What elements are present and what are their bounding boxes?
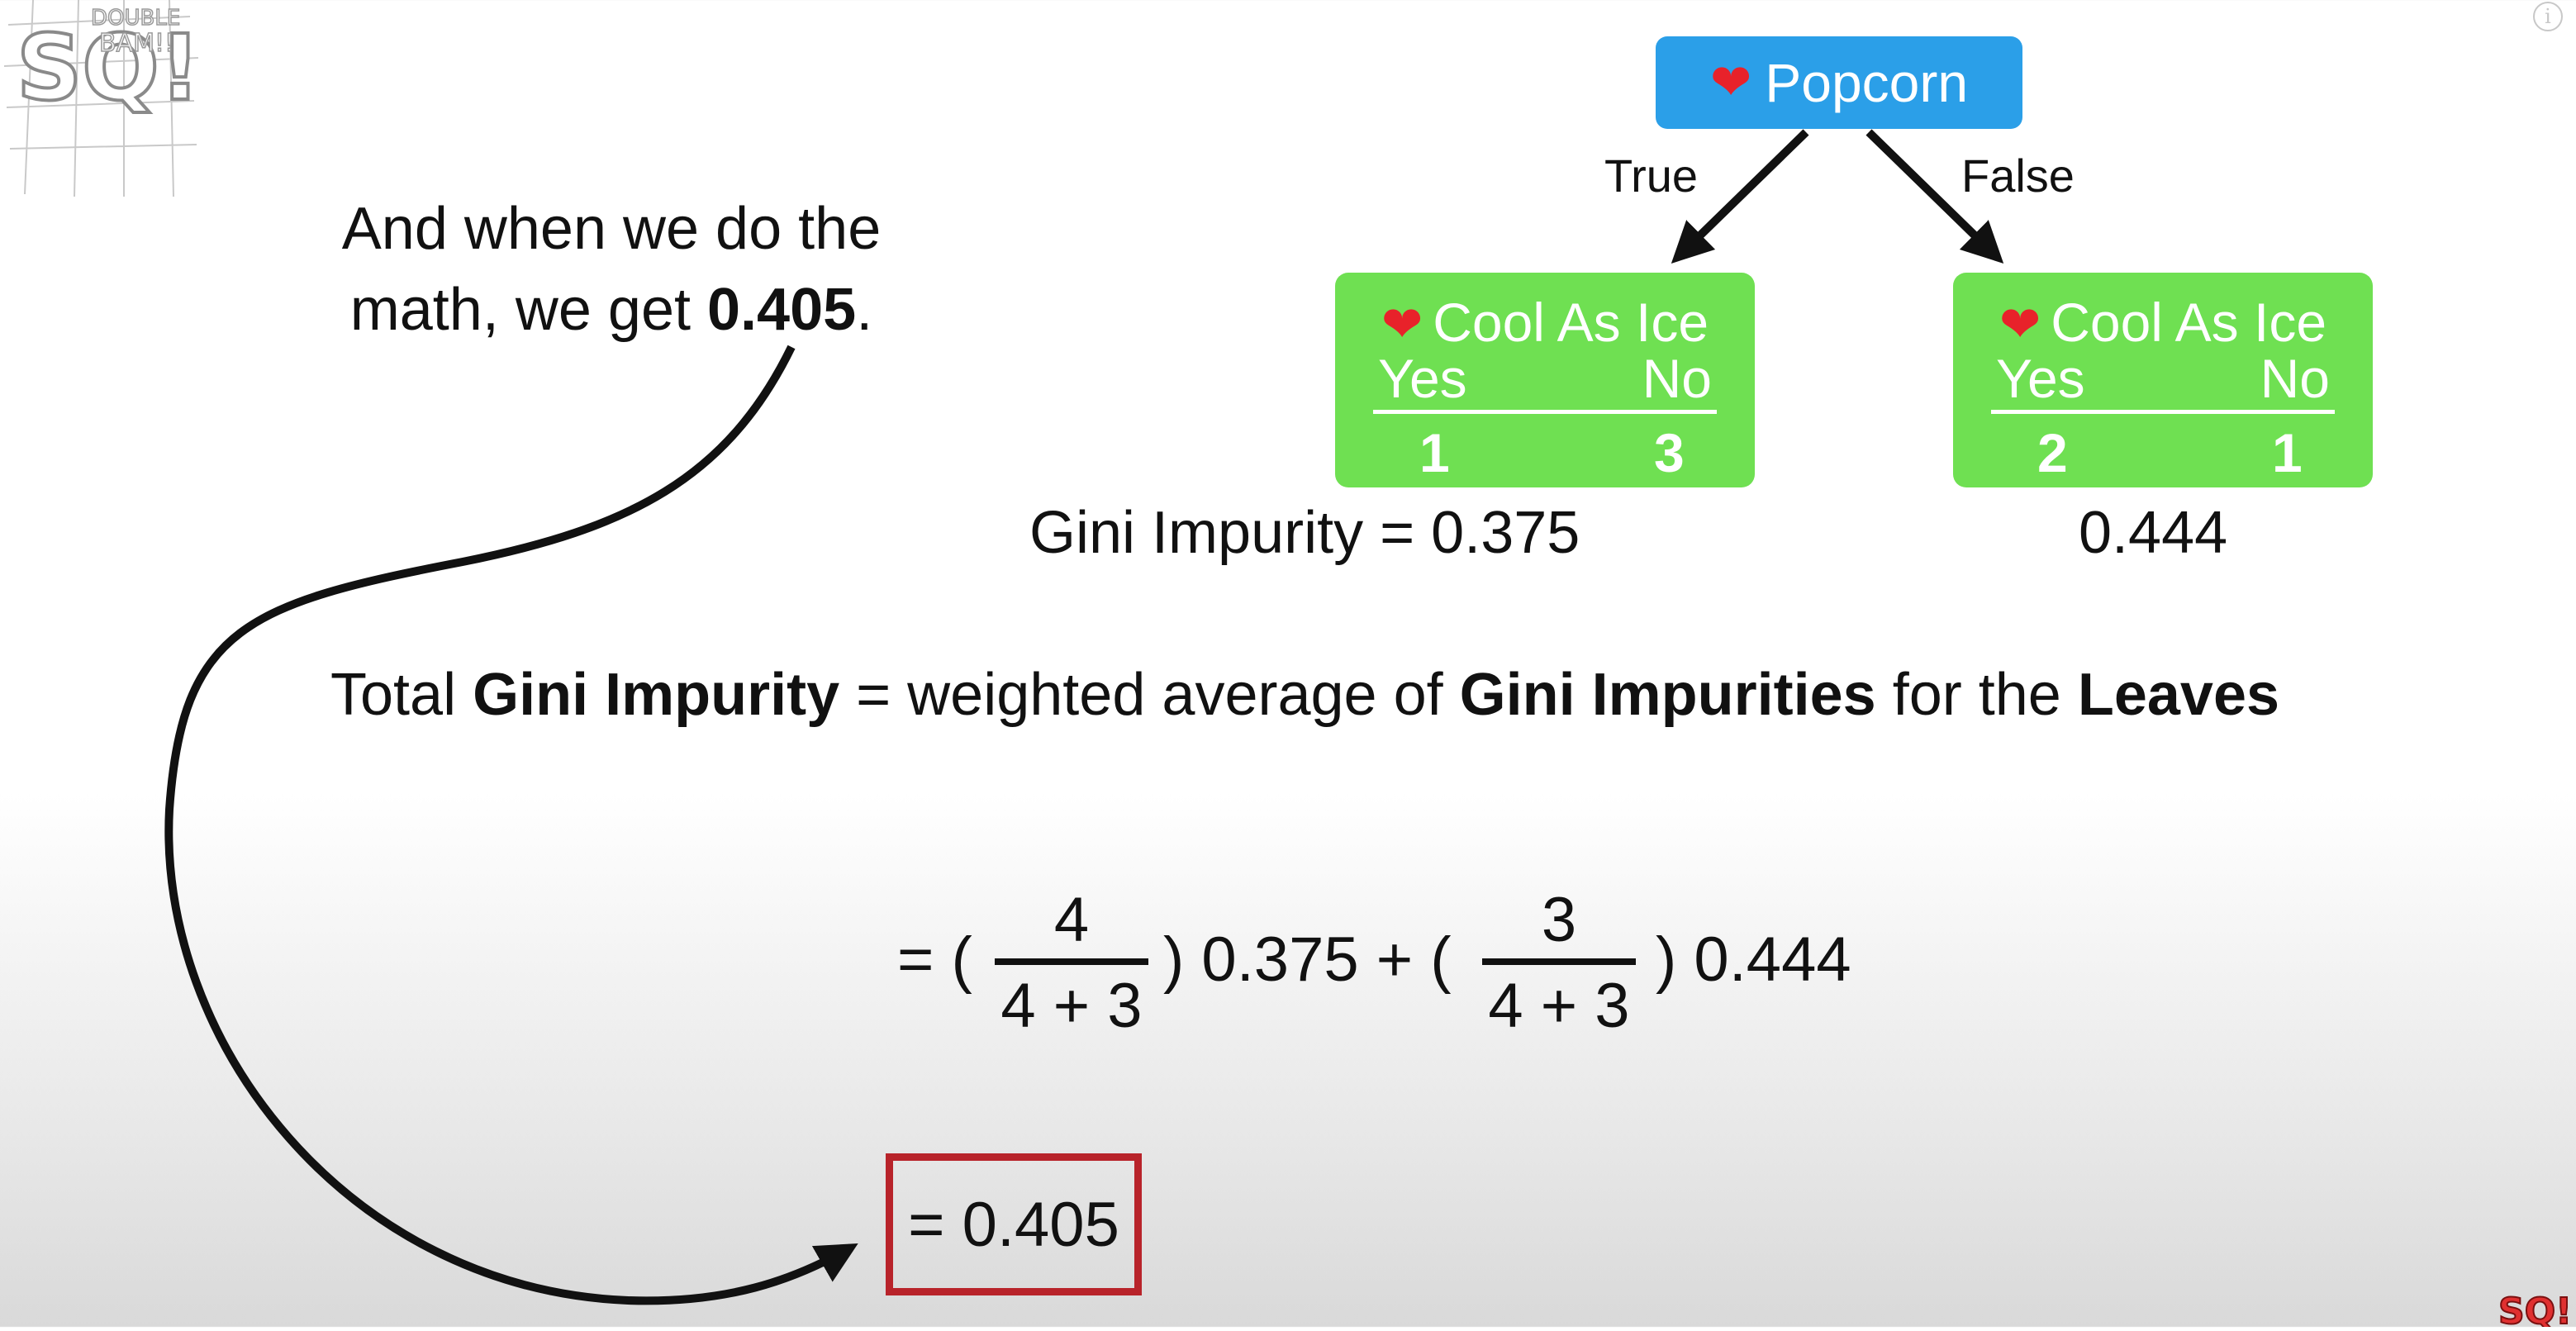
caption-line-2-prefix: math, we get [349, 277, 707, 343]
left-leaf-no-label: No [1642, 348, 1712, 409]
definition-line: Total Gini Impurity = weighted average o… [330, 661, 2479, 729]
left-leaf-title-row: ❤ Cool As Ice [1335, 291, 1755, 354]
right-leaf-yes-label: Yes [1996, 348, 2085, 409]
left-leaf-yes-count: 1 [1419, 422, 1450, 483]
fraction-1: 4 4 + 3 [993, 884, 1150, 1041]
left-leaf-title: Cool As Ice [1433, 292, 1709, 353]
caption-line-1: And when we do the [341, 196, 882, 262]
definition-part-3: for the [1875, 662, 2078, 728]
right-leaf-divider [1991, 410, 2335, 414]
equation-middle: ) 0.375 + ( [1163, 925, 1452, 995]
svg-text:BAM!!: BAM!! [99, 29, 174, 58]
equation-end: ) 0.444 [1656, 925, 1851, 995]
left-leaf-no-count: 3 [1654, 422, 1685, 483]
right-leaf-node: ❤ Cool As Ice Yes No 2 1 [1953, 273, 2373, 487]
true-label: True [1604, 150, 1699, 202]
fraction-1-denominator: 4 + 3 [1000, 971, 1143, 1041]
definition-part-2: = weighted average of [839, 662, 1460, 728]
fraction-1-bar [995, 958, 1148, 965]
curved-arrow [164, 345, 858, 1305]
left-leaf-gini: Gini Impurity = 0.375 [1029, 500, 1580, 566]
right-leaf-no-count: 1 [2272, 422, 2303, 483]
right-leaf-no-label: No [2260, 348, 2330, 409]
statquest-logo-small: SQ! [2493, 1286, 2573, 1331]
definition-bold-2: Gini Impurities [1459, 662, 1876, 728]
fraction-2-denominator: 4 + 3 [1488, 971, 1630, 1041]
svg-text:SQ!: SQ! [17, 15, 201, 121]
right-leaf-title-row: ❤ Cool As Ice [1953, 291, 2373, 354]
left-leaf-yes-label: Yes [1378, 348, 1467, 409]
svg-text:DOUBLE: DOUBLE [91, 6, 180, 31]
statquest-logo: SQ! DOUBLE BAM!! [0, 0, 207, 198]
definition-part-1: Total [330, 662, 473, 728]
info-icon[interactable]: i [2533, 2, 2563, 31]
caption-text: And when we do the math, we get 0.405. [281, 188, 942, 350]
fraction-2-bar [1482, 958, 1636, 965]
fraction-2-numerator: 3 [1541, 885, 1577, 955]
false-label: False [1961, 150, 2075, 202]
result-value: = 0.405 [908, 1189, 1119, 1260]
true-branch-arrow [1671, 129, 1809, 264]
caption-line-2: math, we get 0.405. [281, 269, 942, 350]
right-leaf-title: Cool As Ice [2051, 292, 2327, 353]
equation-open-1: = ( [897, 925, 972, 995]
caption-value: 0.405 [707, 277, 857, 343]
left-leaf-node: ❤ Cool As Ice Yes No 1 3 [1335, 273, 1755, 487]
right-leaf-yes-count: 2 [2037, 422, 2068, 483]
definition-bold-3: Leaves [2077, 662, 2280, 728]
false-branch-arrow [1865, 129, 2004, 264]
heart-icon: ❤ [1709, 55, 1752, 110]
svg-text:SQ!: SQ! [2498, 1291, 2568, 1327]
heart-icon: ❤ [1999, 297, 2041, 352]
result-box: = 0.405 [886, 1153, 1142, 1295]
caption-line-2-suffix: . [856, 277, 873, 343]
right-leaf-gini: 0.444 [2079, 500, 2228, 566]
left-leaf-divider [1373, 410, 1717, 414]
fraction-2: 3 4 + 3 [1480, 884, 1637, 1041]
root-node: ❤ Popcorn [1656, 36, 2022, 129]
definition-bold-1: Gini Impurity [473, 662, 840, 728]
heart-icon: ❤ [1381, 297, 1423, 352]
root-node-label: Popcorn [1765, 52, 1969, 113]
fraction-1-numerator: 4 [1053, 885, 1090, 955]
